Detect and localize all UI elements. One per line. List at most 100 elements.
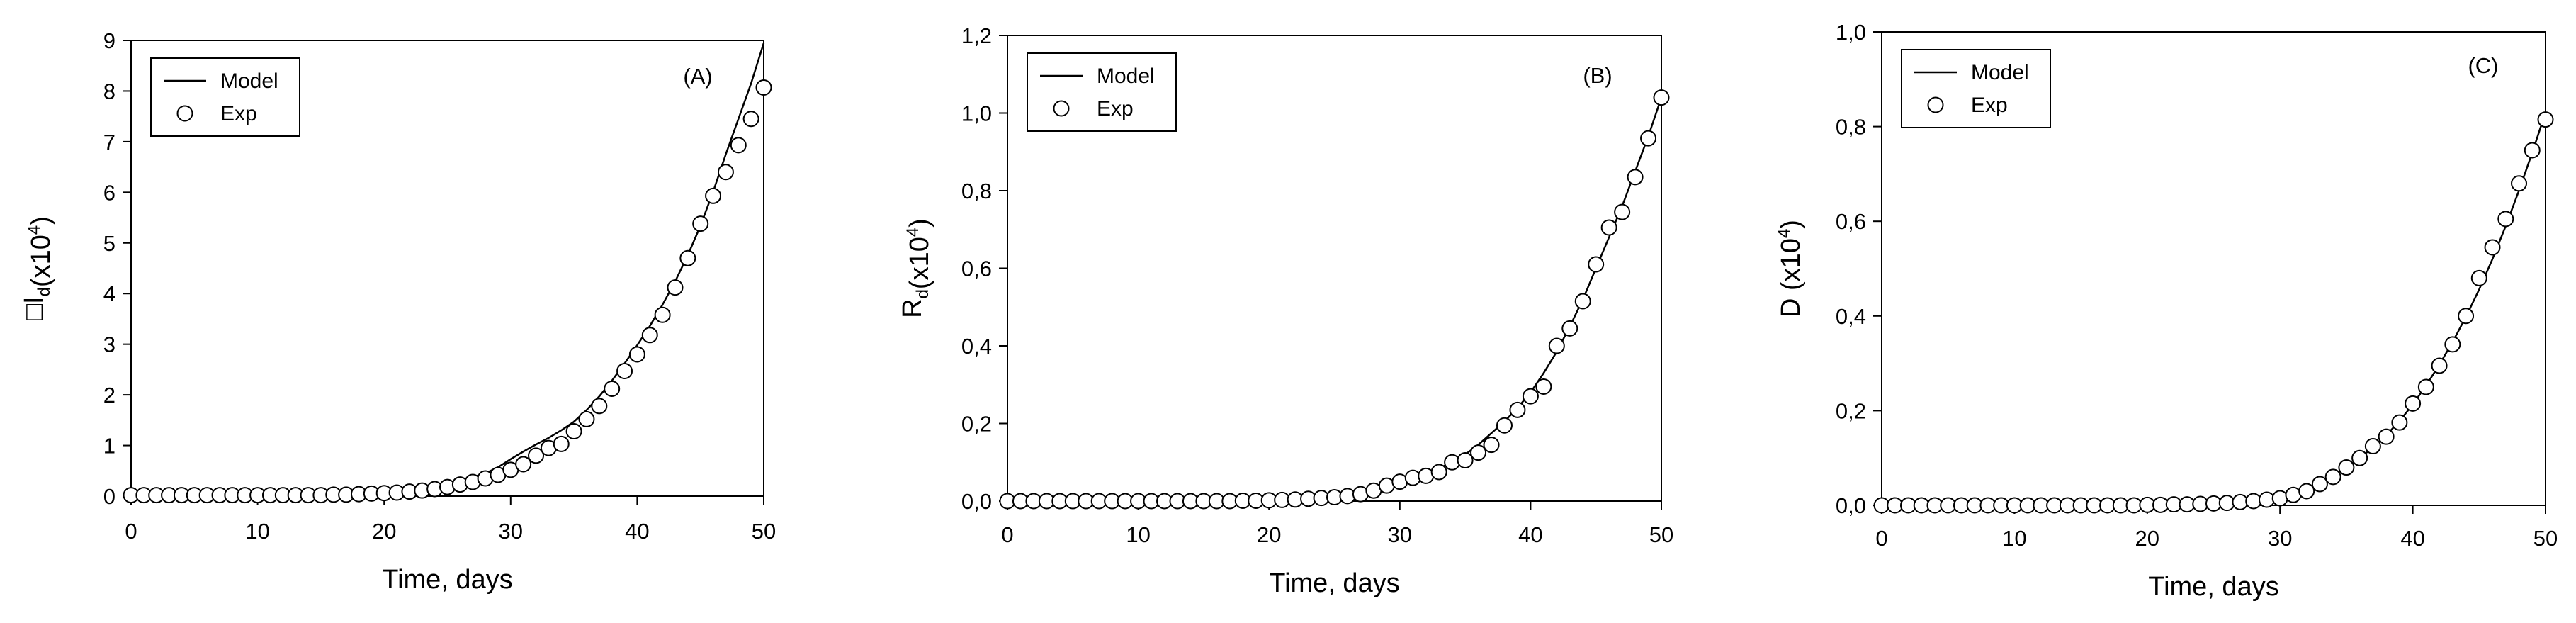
exp-point <box>730 137 747 154</box>
panel-label: (B) <box>1583 63 1612 88</box>
legend-frame <box>150 57 300 137</box>
y-tick-label: 1,2 <box>961 23 992 48</box>
y-tick-label: 7 <box>103 130 115 155</box>
y-tick-label: 8 <box>103 79 115 103</box>
exp-point <box>528 447 545 464</box>
exp-point <box>2497 211 2514 228</box>
x-tick-label: 40 <box>625 519 649 544</box>
y-label-unit: (x10 <box>26 235 56 287</box>
x-tick-label: 20 <box>372 519 396 544</box>
x-tick-label: 0 <box>1875 526 1887 551</box>
exp-point <box>591 398 608 415</box>
x-tick-label: 10 <box>245 519 269 544</box>
legend-label: Model <box>220 69 278 93</box>
legend-label: Exp <box>1097 97 1134 120</box>
y-tick-label: 0,6 <box>1836 209 1866 234</box>
x-tick-label: 50 <box>2533 526 2558 551</box>
exp-point <box>1588 256 1605 273</box>
exp-point <box>2444 336 2461 353</box>
y-axis-label: Rd(x104) <box>898 218 934 318</box>
exp-point <box>1627 169 1644 186</box>
y-label-subscript: d <box>35 287 54 296</box>
x-tick-label: 10 <box>2002 526 2026 551</box>
legend-marker-swatch <box>176 105 193 122</box>
x-tick-label: 30 <box>1388 522 1412 547</box>
x-tick-label: 50 <box>1649 522 1673 547</box>
exp-point <box>2417 378 2434 395</box>
exp-point <box>604 381 621 398</box>
y-tick-label: 1 <box>103 434 115 459</box>
exp-point <box>1522 388 1539 405</box>
y-axis-label: D (x104) <box>1775 220 1806 318</box>
exp-point <box>2537 111 2554 128</box>
y-label-unit: (x10 <box>1776 238 1806 298</box>
legend-label: Exp <box>220 102 257 125</box>
exp-point <box>1535 378 1552 395</box>
exp-point <box>1483 437 1500 454</box>
y-label-unit: (x10 <box>905 237 934 289</box>
y-label-prefix: □ <box>19 304 49 320</box>
x-tick-label: 20 <box>1257 522 1281 547</box>
exp-point <box>2298 483 2315 500</box>
y-tick-label: 0,4 <box>1836 304 1866 329</box>
y-tick-label: 2 <box>103 383 115 408</box>
y-label-close: ) <box>1776 220 1806 229</box>
exp-point <box>565 423 582 440</box>
exp-point <box>1600 219 1617 236</box>
y-tick-label: 0,2 <box>1836 398 1866 423</box>
y-label-close: ) <box>26 216 56 225</box>
x-tick-label: 50 <box>752 519 776 544</box>
x-tick-label: 40 <box>1518 522 1542 547</box>
y-tick-label: 0,8 <box>961 179 992 203</box>
y-tick-label: 0,0 <box>1836 493 1866 518</box>
exp-point <box>1470 444 1487 461</box>
y-label-subscript: d <box>913 289 932 298</box>
exp-point <box>2511 175 2528 192</box>
exp-point <box>1548 337 1565 354</box>
y-tick-label: 0,4 <box>961 334 992 359</box>
exp-point <box>742 111 759 128</box>
x-tick-label: 10 <box>1126 522 1150 547</box>
y-tick-label: 0,6 <box>961 257 992 281</box>
y-tick-label: 0,2 <box>961 412 992 437</box>
y-label-superscript: 4 <box>903 228 922 237</box>
y-axis-label: □Id(x104) <box>19 216 56 320</box>
y-tick-label: 1,0 <box>1836 20 1866 45</box>
exp-point <box>1640 130 1657 147</box>
y-label-close: ) <box>905 218 934 228</box>
y-tick-label: 1,0 <box>961 101 992 126</box>
y-tick-label: 3 <box>103 332 115 357</box>
exp-point <box>2258 491 2275 508</box>
exp-point <box>2458 308 2475 325</box>
exp-point <box>515 456 532 473</box>
legend: Model Exp <box>1027 52 1177 132</box>
legend-label: Model <box>1971 61 2029 84</box>
model-line <box>1007 97 1663 503</box>
exp-point <box>578 410 595 427</box>
exp-point <box>679 249 696 266</box>
y-label-main: D <box>1776 298 1806 318</box>
exp-point <box>717 164 734 181</box>
y-tick-label: 9 <box>103 28 115 53</box>
exp-point <box>1457 452 1474 469</box>
panel-label: (C) <box>2468 53 2498 78</box>
panel-2: 0 10 20 30 40 50 0,0 0,2 0,4 0,6 0,8 1,0 1,2 Time, da… <box>898 23 1673 598</box>
y-tick-label: 4 <box>103 281 115 306</box>
legend: Model Exp <box>1901 49 2051 128</box>
exp-point <box>654 306 671 323</box>
exp-point <box>2311 476 2328 493</box>
x-axis-label: Time, days <box>382 565 512 595</box>
x-axis-label: Time, days <box>2148 572 2278 602</box>
legend-frame <box>1901 49 2051 128</box>
exp-point <box>692 215 709 232</box>
exp-point <box>1574 293 1591 310</box>
x-tick-label: 40 <box>2400 526 2424 551</box>
x-tick-label: 0 <box>1001 522 1013 547</box>
exp-point <box>2378 428 2395 445</box>
exp-point <box>2364 438 2381 454</box>
exp-point <box>755 79 772 96</box>
exp-point <box>1496 417 1513 434</box>
exp-point <box>2338 459 2355 476</box>
legend-label: Model <box>1097 64 1155 88</box>
